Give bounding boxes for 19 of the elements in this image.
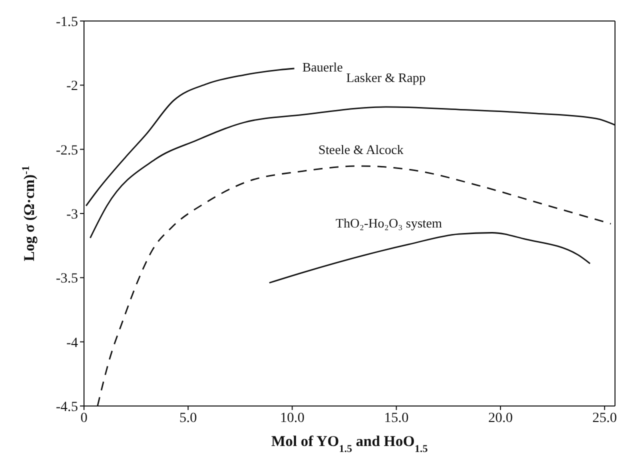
line-series [268, 232, 591, 284]
y-tick-label: -1.5 [56, 14, 78, 30]
series-label: Lasker & Rapp [346, 70, 426, 85]
series-label: ThO₂-Ho₂O₃ system [336, 215, 442, 230]
y-tick-label: -2.5 [56, 143, 78, 158]
x-tick-label: 5.0 [179, 410, 197, 426]
x-tick-label: 20.0 [488, 410, 513, 426]
x-axis-title: Mol of YO$_{1.5}$ and HoO$_{1.5}$ [271, 434, 428, 454]
y-tick-label: -4 [66, 336, 78, 351]
x-tick-label: 10.0 [280, 410, 304, 426]
y-tick-label: -3.5 [56, 272, 78, 287]
x-tick-label: 25.0 [592, 410, 617, 426]
x-tick-label: 0 [80, 410, 88, 426]
x-tick-label: 15.0 [384, 410, 409, 426]
y-tick-label: -3 [66, 207, 78, 222]
y-tick-label: -4.5 [56, 400, 78, 415]
series-label: Steele & Alcock [318, 142, 404, 157]
series-label: Bauerle [302, 59, 343, 74]
y-tick-label: -2 [66, 79, 78, 94]
